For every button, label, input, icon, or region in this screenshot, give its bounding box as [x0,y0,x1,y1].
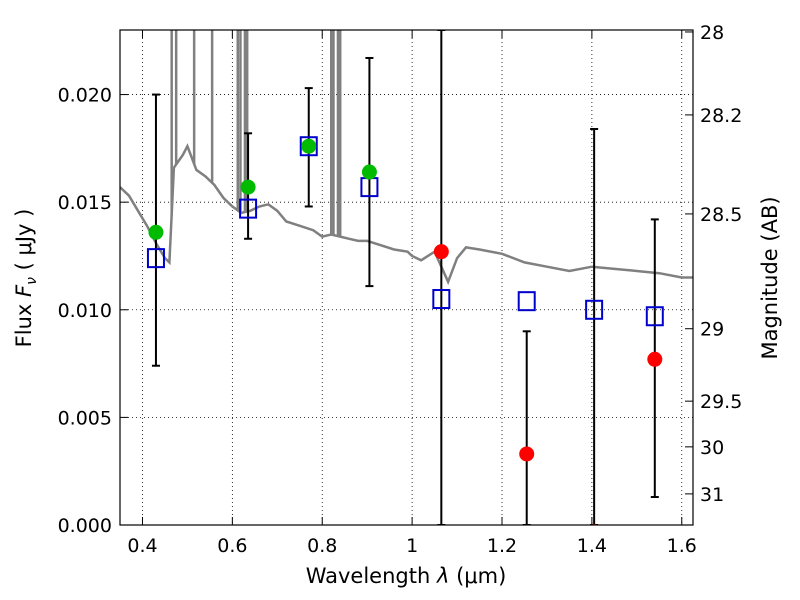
detection-point [148,224,164,240]
y-axis-label-symbol: F [12,284,36,297]
y2-tick-label: 30 [700,437,724,459]
model-photometry-point [432,289,451,310]
model-photometry-point [585,299,604,320]
y-tick-label: 0.000 [58,515,112,537]
x-axis-label-unit: (μm) [449,564,506,588]
y2-tick-label: 29 [700,319,724,341]
x-tick-label: 0.6 [217,535,247,557]
plot-frame [119,29,694,526]
y2-axis-label: Magnitude (AB) [758,196,782,359]
x-tick-label: 1.6 [667,535,697,557]
model-photometry-point [146,248,165,269]
y2-tick-label: 31 [700,484,724,506]
nondetection-point [647,351,663,367]
y-axis-label-unit: ( μJy ) [12,209,36,277]
x-axis-label: Wavelength λ (μm) [306,564,507,588]
grid-lines [120,30,693,526]
axes: 0.4 0.6 0.8 1 1.2 1.4 1.6 0.000 0.005 0.010 0.015 0… [58,22,743,557]
y-tick-label: 0.005 [58,407,112,429]
y2-tick-label: 28.5 [700,204,742,226]
detection-point [361,164,377,180]
detection-point [240,179,256,195]
model-photometry-point [645,306,664,327]
model-photometry-point [239,198,258,219]
y2-tick-label: 29.5 [700,391,742,413]
model-sed-line [120,143,693,286]
y-tick-label: 0.010 [58,300,112,322]
model-photometry-point [517,291,536,312]
y-tick-label: 0.020 [58,85,112,107]
y-axis-label-prefix: Flux [12,297,36,347]
nondetection-point [519,446,535,462]
y2-tick-label: 28 [700,22,724,44]
x-axis-label-prefix: Wavelength [306,564,437,588]
plot-area [120,30,693,525]
x-tick-label: 0.8 [307,535,337,557]
y-tick-label: 0.015 [58,192,112,214]
x-axis-label-symbol: λ [436,564,449,588]
x-tick-label: 1.2 [487,535,517,557]
detection-point [301,138,317,154]
nondetection-point [433,244,449,260]
x-tick-label: 1 [406,535,418,557]
y-axis-label-subscript: ν [24,277,40,285]
y2-tick-label: 28.2 [700,105,742,127]
x-tick-label: 1.4 [577,535,607,557]
y-axis-label: Flux Fν ( μJy ) [12,209,40,348]
x-tick-label: 0.4 [127,535,157,557]
model-photometry-point [299,136,318,157]
